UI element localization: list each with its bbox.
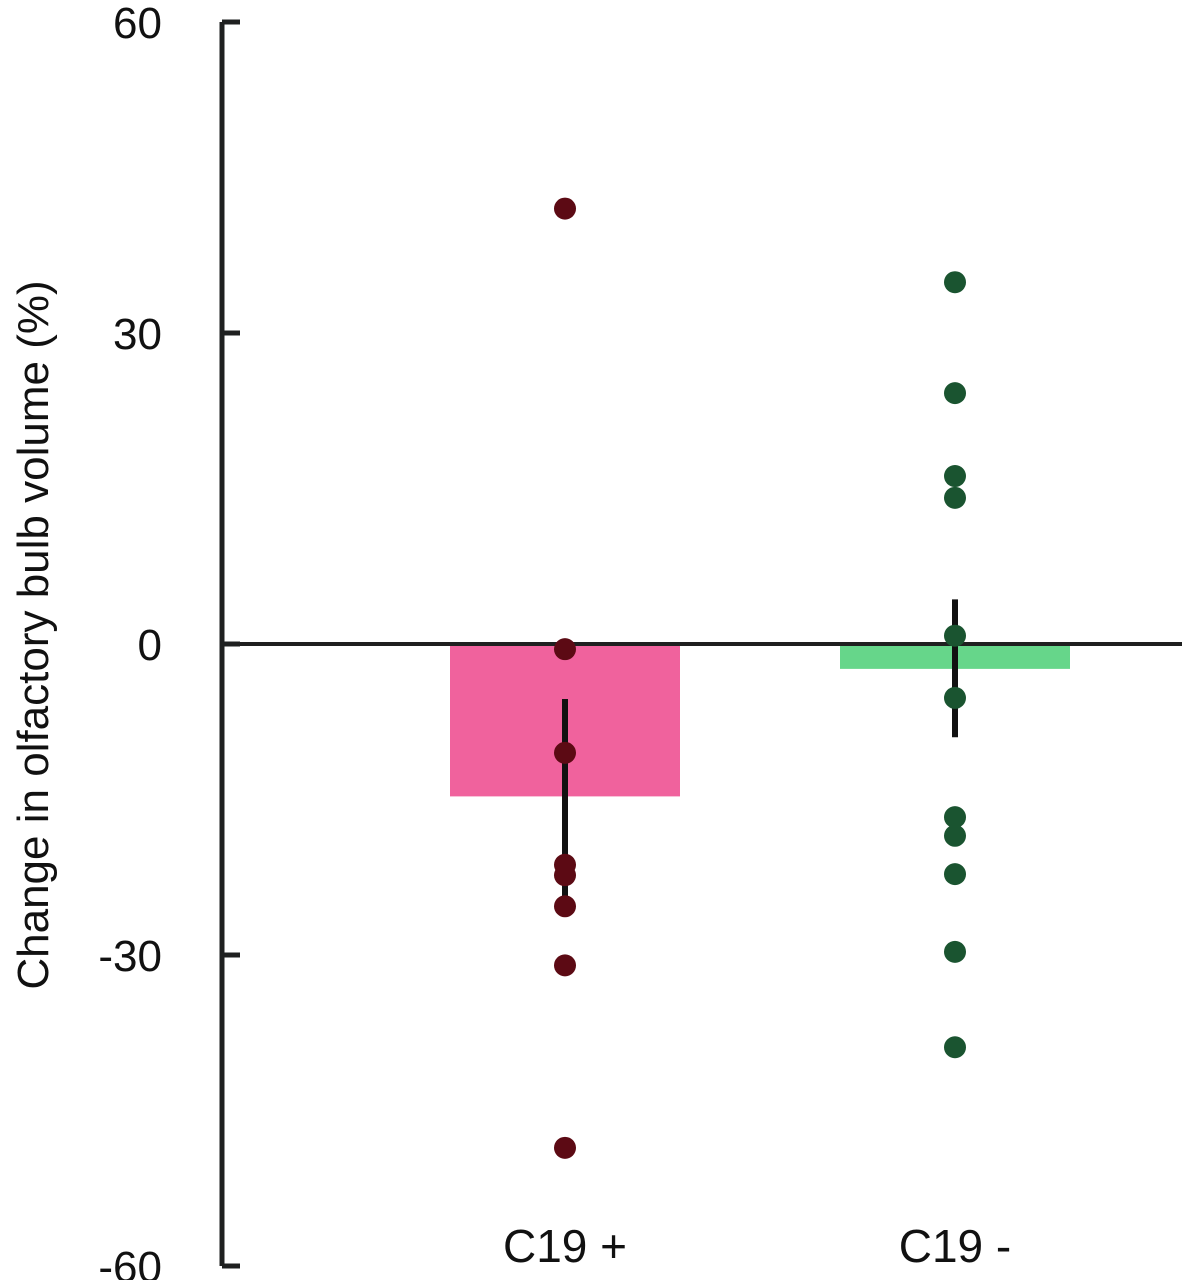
points-layer — [554, 197, 966, 1159]
data-point — [554, 741, 576, 764]
x-category-label: C19 - — [899, 1220, 1011, 1272]
y-tick-label: -30 — [98, 932, 162, 981]
data-point — [554, 864, 576, 887]
data-point — [554, 1136, 576, 1159]
data-point — [554, 895, 576, 918]
y-tick-label: 30 — [113, 310, 162, 359]
data-point — [944, 624, 966, 647]
data-point — [944, 486, 966, 509]
data-point — [554, 197, 576, 220]
data-point — [944, 465, 966, 488]
y-tick-label: -60 — [98, 1243, 162, 1280]
y-tick-label: 0 — [138, 621, 162, 670]
data-point — [554, 954, 576, 977]
data-point — [554, 638, 576, 661]
data-point — [944, 382, 966, 405]
y-axis-title: Change in olfactory bulb volume (%) — [9, 280, 58, 989]
data-point — [944, 1036, 966, 1059]
data-point — [944, 806, 966, 829]
data-point — [944, 824, 966, 847]
axes-layer — [219, 19, 1182, 1269]
data-point — [944, 686, 966, 709]
bars-layer — [450, 644, 1070, 797]
data-point — [944, 271, 966, 294]
data-point — [944, 940, 966, 963]
y-tick-label: 60 — [113, 0, 162, 48]
data-point — [944, 863, 966, 886]
labels-layer: 60 30 0 -30 -60 C19 + C19 - — [98, 0, 1011, 1280]
x-category-label: C19 + — [503, 1220, 627, 1272]
